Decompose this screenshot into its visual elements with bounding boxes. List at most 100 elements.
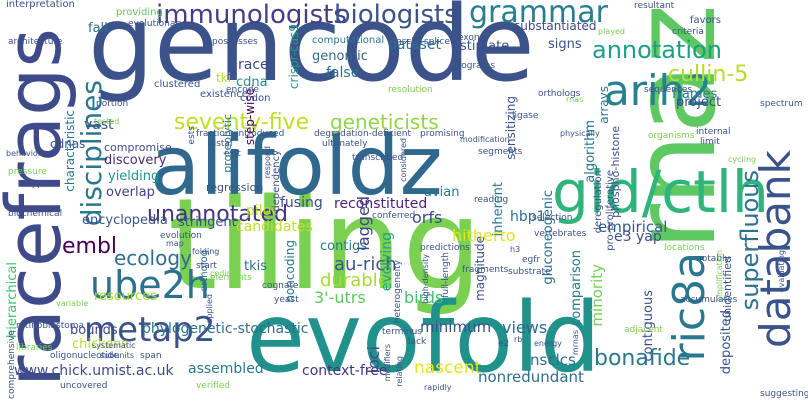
word: physically [560, 129, 600, 138]
word: false [326, 65, 360, 81]
word: locations [664, 243, 705, 253]
word: conferred [372, 211, 416, 221]
word: unannotated [147, 202, 288, 227]
word: 3'-utrs [314, 288, 366, 307]
word: lagged [354, 196, 373, 251]
word: introduced [236, 129, 285, 139]
word: overlap [106, 185, 155, 200]
word: considered [399, 138, 408, 182]
word: verified [196, 381, 230, 391]
word: au-rich [334, 254, 397, 275]
word: biologists [334, 0, 458, 30]
word: e2 [498, 339, 510, 349]
word: encyclopedia [82, 213, 168, 228]
word: segments [478, 147, 523, 157]
word: loci [364, 346, 383, 374]
word: amplification [715, 250, 724, 302]
word: energy [534, 339, 562, 348]
word: fusing [280, 195, 323, 211]
word: distal [208, 139, 233, 149]
word: computational [312, 35, 385, 46]
word: programs [452, 61, 496, 71]
word: relating [395, 356, 404, 387]
word: tested [94, 117, 120, 126]
word: evaluating [777, 250, 786, 293]
word: degradation-deficient [314, 129, 412, 139]
word: crispr-cas9 [287, 24, 301, 90]
word: metap2 [84, 310, 216, 350]
word: yeast [274, 295, 299, 305]
word: egfr [522, 255, 541, 265]
word: fraction [196, 129, 231, 139]
word: nascent [414, 358, 482, 378]
word: nsclcs [530, 351, 576, 369]
word: comparison [569, 250, 584, 326]
word: tkis [244, 259, 268, 274]
word: pro-proliferative [605, 170, 616, 251]
word: vast [84, 117, 114, 133]
word: possesses [212, 37, 258, 47]
word: pilot [246, 203, 277, 219]
word: respond [263, 146, 272, 179]
word: reconstituted [334, 196, 428, 212]
word: birds [404, 288, 444, 307]
word: map [166, 239, 184, 248]
word: tiling [168, 171, 483, 318]
word: gid/ctlh [552, 158, 769, 226]
word: interpretation [6, 0, 75, 10]
word: rb [514, 335, 523, 344]
word: minimum [420, 318, 492, 336]
word: exit [224, 149, 241, 159]
word: www.chick.umist.ac.uk [14, 363, 174, 379]
word: folding [192, 247, 220, 256]
word: h3 [510, 245, 521, 254]
word: fragments [462, 265, 509, 275]
word: frames [672, 87, 718, 102]
word: upper [26, 179, 53, 189]
word: promising [420, 129, 465, 139]
word: pressure [8, 167, 47, 177]
word: ligase [512, 111, 539, 121]
word: predictions [420, 243, 470, 253]
word: estimate [452, 39, 510, 54]
word: compromise [104, 141, 172, 154]
word: embl [62, 234, 118, 259]
word: exons [458, 33, 485, 43]
word: reading [474, 195, 509, 205]
word: hitherto [452, 226, 516, 245]
word: tki [216, 71, 231, 85]
word: grammar [469, 0, 608, 30]
word: alifoldz [150, 119, 443, 214]
word: bounds [70, 323, 118, 338]
word: encode [226, 85, 259, 95]
word: nsclc [396, 37, 419, 47]
word: resolution [388, 85, 433, 95]
word: chickens [72, 337, 129, 352]
word: lack [408, 337, 427, 347]
word: variable [56, 299, 89, 308]
word: immunologists [156, 0, 347, 30]
word: evolutionary [128, 19, 185, 29]
word: cdna [236, 75, 268, 90]
word: genomic [312, 49, 368, 64]
word: elements [210, 273, 252, 283]
word: full-length [441, 252, 451, 298]
word: uncovered [60, 381, 108, 391]
word: applied [205, 294, 214, 324]
word: durable [320, 270, 389, 291]
word: discovery [104, 153, 167, 168]
word: substantiated [514, 19, 597, 33]
word: superfluous [736, 170, 764, 311]
word: signs [548, 37, 582, 52]
word: providing [116, 7, 163, 18]
word: regression [206, 181, 264, 194]
word: high-density [421, 254, 430, 304]
word: terminus [382, 327, 422, 337]
word: start [196, 261, 217, 271]
word: evolution [160, 231, 202, 241]
word: architecture [8, 37, 63, 47]
word: e3 yap [614, 229, 662, 245]
word: rnas [566, 95, 584, 104]
word: codon [240, 93, 271, 104]
